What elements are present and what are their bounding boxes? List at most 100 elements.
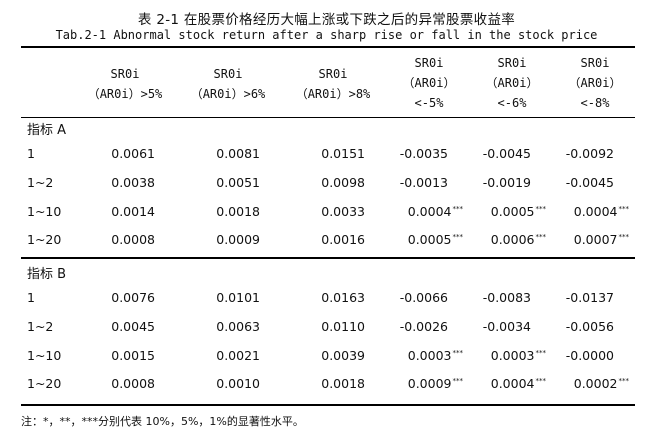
header-col-6-line-1: SR0i <box>580 56 610 70</box>
cell-value: -0.0034 <box>482 319 531 334</box>
cell-value: -0.0083 <box>482 290 531 305</box>
table-cell: 0.0005*** <box>491 204 546 219</box>
row-label: 1~20 <box>27 376 62 391</box>
significance-stars: *** <box>618 377 630 385</box>
header-col-1-line-1: SR0i <box>110 67 140 81</box>
cell-value: 0.0038 <box>111 175 155 190</box>
row-label: 1 <box>27 146 35 161</box>
header-col-6-line-3: <-8% <box>580 96 610 110</box>
cell-value: -0.0026 <box>399 319 448 334</box>
significance-stars: *** <box>535 349 547 357</box>
table-cell: 0.0004*** <box>491 376 546 391</box>
table-cell: 0.0016 <box>321 232 380 247</box>
cell-value: 0.0018 <box>321 376 365 391</box>
significance-stars: *** <box>618 205 630 213</box>
table-cell: 0.0007*** <box>574 232 629 247</box>
cell-value: -0.0045 <box>565 175 614 190</box>
table-cell: 0.0009 <box>216 232 275 247</box>
cell-value: 0.0003 <box>407 348 452 363</box>
row-label: 1~20 <box>27 232 62 247</box>
cell-value: 0.0014 <box>111 204 155 219</box>
cell-value: 0.0007 <box>573 232 618 247</box>
table-cell: 0.0038 <box>111 175 170 190</box>
table-cell: 0.0045 <box>111 319 170 334</box>
header-col-4-line-3: <-5% <box>414 96 444 110</box>
cell-value: 0.0015 <box>111 348 155 363</box>
cell-value: -0.0045 <box>482 146 531 161</box>
cell-value: -0.0066 <box>399 290 448 305</box>
table-cell: 0.0076 <box>111 290 170 305</box>
table-cell: -0.0035 <box>400 146 463 161</box>
header-col-6-line-2: （AR0i） <box>568 76 622 90</box>
table-cell: 0.0101 <box>216 290 275 305</box>
table-cell: -0.0092 <box>566 146 629 161</box>
cell-value: 0.0004 <box>490 376 535 391</box>
cell-value: 0.0163 <box>321 290 365 305</box>
significance-stars: *** <box>452 205 464 213</box>
section-rule <box>21 257 635 259</box>
cell-value: 0.0018 <box>216 204 260 219</box>
bottom-rule <box>21 404 635 406</box>
table-cell: 0.0014 <box>111 204 170 219</box>
cell-value: 0.0008 <box>111 376 155 391</box>
table-cell: 0.0061 <box>111 146 170 161</box>
table-cell: 0.0021 <box>216 348 275 363</box>
header-col-5-line-3: <-6% <box>497 96 527 110</box>
row-label: 1~10 <box>27 348 62 363</box>
cell-value: 0.0016 <box>321 232 365 247</box>
significance-stars: *** <box>452 377 464 385</box>
row-label: 1~2 <box>27 175 54 190</box>
header-col-4-line-2: （AR0i） <box>402 76 456 90</box>
header-col-6: SR0i （AR0i） <-8% <box>560 53 630 113</box>
table-cell: -0.0066 <box>400 290 463 305</box>
cell-value: -0.0092 <box>565 146 614 161</box>
section-label: 指标 B <box>27 267 67 282</box>
header-col-3-line-2: （AR0i）>8% <box>295 87 371 101</box>
significance-stars: *** <box>618 233 630 241</box>
row-label: 1~10 <box>27 204 62 219</box>
header-col-3-line-1: SR0i <box>318 67 348 81</box>
table-cell: -0.0045 <box>483 146 546 161</box>
cell-value: 0.0098 <box>321 175 365 190</box>
table-cell: -0.0034 <box>483 319 546 334</box>
table-cell: 0.0018 <box>321 376 380 391</box>
significance-stars: *** <box>535 233 547 241</box>
table-cell: 0.0039 <box>321 348 380 363</box>
table-cell: 0.0005*** <box>408 232 463 247</box>
table-note: 注：*，**，***分别代表 10%，5%，1%的显著性水平。 <box>21 415 304 428</box>
significance-stars: *** <box>535 205 547 213</box>
cell-value: 0.0004 <box>407 204 452 219</box>
cell-value: 0.0021 <box>216 348 260 363</box>
cell-value: 0.0101 <box>216 290 260 305</box>
cell-value: 0.0045 <box>111 319 155 334</box>
header-col-4-line-1: SR0i <box>414 56 444 70</box>
top-rule <box>21 46 635 48</box>
header-col-2-line-1: SR0i <box>213 67 243 81</box>
table-cell: 0.0003*** <box>408 348 463 363</box>
table-cell: 0.0010 <box>216 376 275 391</box>
cell-value: -0.0137 <box>565 290 614 305</box>
table-cell: 0.0063 <box>216 319 275 334</box>
cell-value: -0.0056 <box>565 319 614 334</box>
cell-value: 0.0005 <box>407 232 452 247</box>
cell-value: 0.0009 <box>216 232 260 247</box>
table-cell: -0.0083 <box>483 290 546 305</box>
significance-stars: *** <box>452 349 464 357</box>
cell-value: 0.0051 <box>216 175 260 190</box>
table-cell: 0.0004*** <box>574 204 629 219</box>
cell-value: 0.0081 <box>216 146 260 161</box>
cell-value: 0.0003 <box>490 348 535 363</box>
table-cell: 0.0004*** <box>408 204 463 219</box>
cell-value: 0.0002 <box>573 376 618 391</box>
significance-stars: *** <box>535 377 547 385</box>
table-cell: -0.0013 <box>400 175 463 190</box>
row-label: 1 <box>27 290 35 305</box>
cell-value: -0.0019 <box>482 175 531 190</box>
table-cell: 0.0081 <box>216 146 275 161</box>
header-col-1-line-2: （AR0i）>5% <box>87 87 163 101</box>
table-cell: 0.0008 <box>111 232 170 247</box>
cell-value: 0.0009 <box>407 376 452 391</box>
table-cell: -0.0019 <box>483 175 546 190</box>
table-cell: 0.0163 <box>321 290 380 305</box>
header-col-3: SR0i （AR0i）>8% <box>288 64 378 104</box>
